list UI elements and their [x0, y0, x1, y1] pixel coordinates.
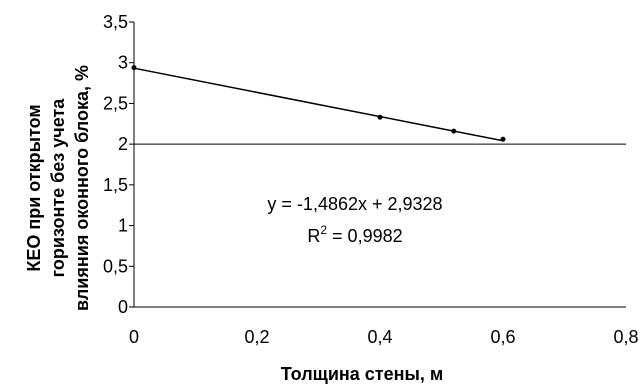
- y-tick-label: 1,5: [103, 175, 128, 195]
- y-axis-title-line-3: влияния оконного блока, %: [72, 65, 92, 311]
- trendline: [133, 67, 504, 142]
- data-points: [131, 65, 506, 142]
- x-tick-labels: 0 0,2 0,4 0,6 0,8: [129, 327, 639, 347]
- y-axis-title-line-2: горизонте без учета: [48, 98, 68, 278]
- y-axis-title: КЕО при открытом горизонте без учета вли…: [24, 65, 92, 311]
- x-tick-label: 0,4: [367, 327, 392, 347]
- trendline-equation: y = -1,4862x + 2,9328: [267, 194, 442, 214]
- r-squared-prefix: R: [307, 226, 320, 246]
- x-tick-label: 0,2: [244, 327, 269, 347]
- y-tick-label: 2,5: [103, 93, 128, 113]
- y-tick-label: 0,5: [103, 256, 128, 276]
- x-tick-label: 0,8: [613, 327, 638, 347]
- data-point: [451, 128, 457, 134]
- y-axis-title-line-1: КЕО при открытом: [24, 104, 44, 271]
- y-tick-label: 0: [118, 297, 128, 317]
- data-point: [500, 136, 506, 142]
- data-point: [377, 114, 383, 120]
- data-point: [131, 65, 137, 71]
- y-tick-label: 2: [118, 134, 128, 154]
- x-tick-label: 0,6: [490, 327, 515, 347]
- x-axis-title: Толщина стены, м: [281, 364, 443, 384]
- r-squared-superscript: 2: [320, 223, 327, 237]
- y-tick-label: 3: [118, 53, 128, 73]
- trendline-group: [133, 67, 504, 142]
- r-squared-label: R2 = 0,9982: [307, 223, 402, 246]
- axes: [133, 22, 626, 308]
- y-tick-label: 3,5: [103, 12, 128, 32]
- r-squared-value: = 0,9982: [327, 226, 403, 246]
- x-tick-label: 0: [129, 327, 139, 347]
- y-tick-labels: 0 0,5 1 1,5 2 2,5 3 3,5: [103, 12, 134, 317]
- y-tick-label: 1: [118, 216, 128, 236]
